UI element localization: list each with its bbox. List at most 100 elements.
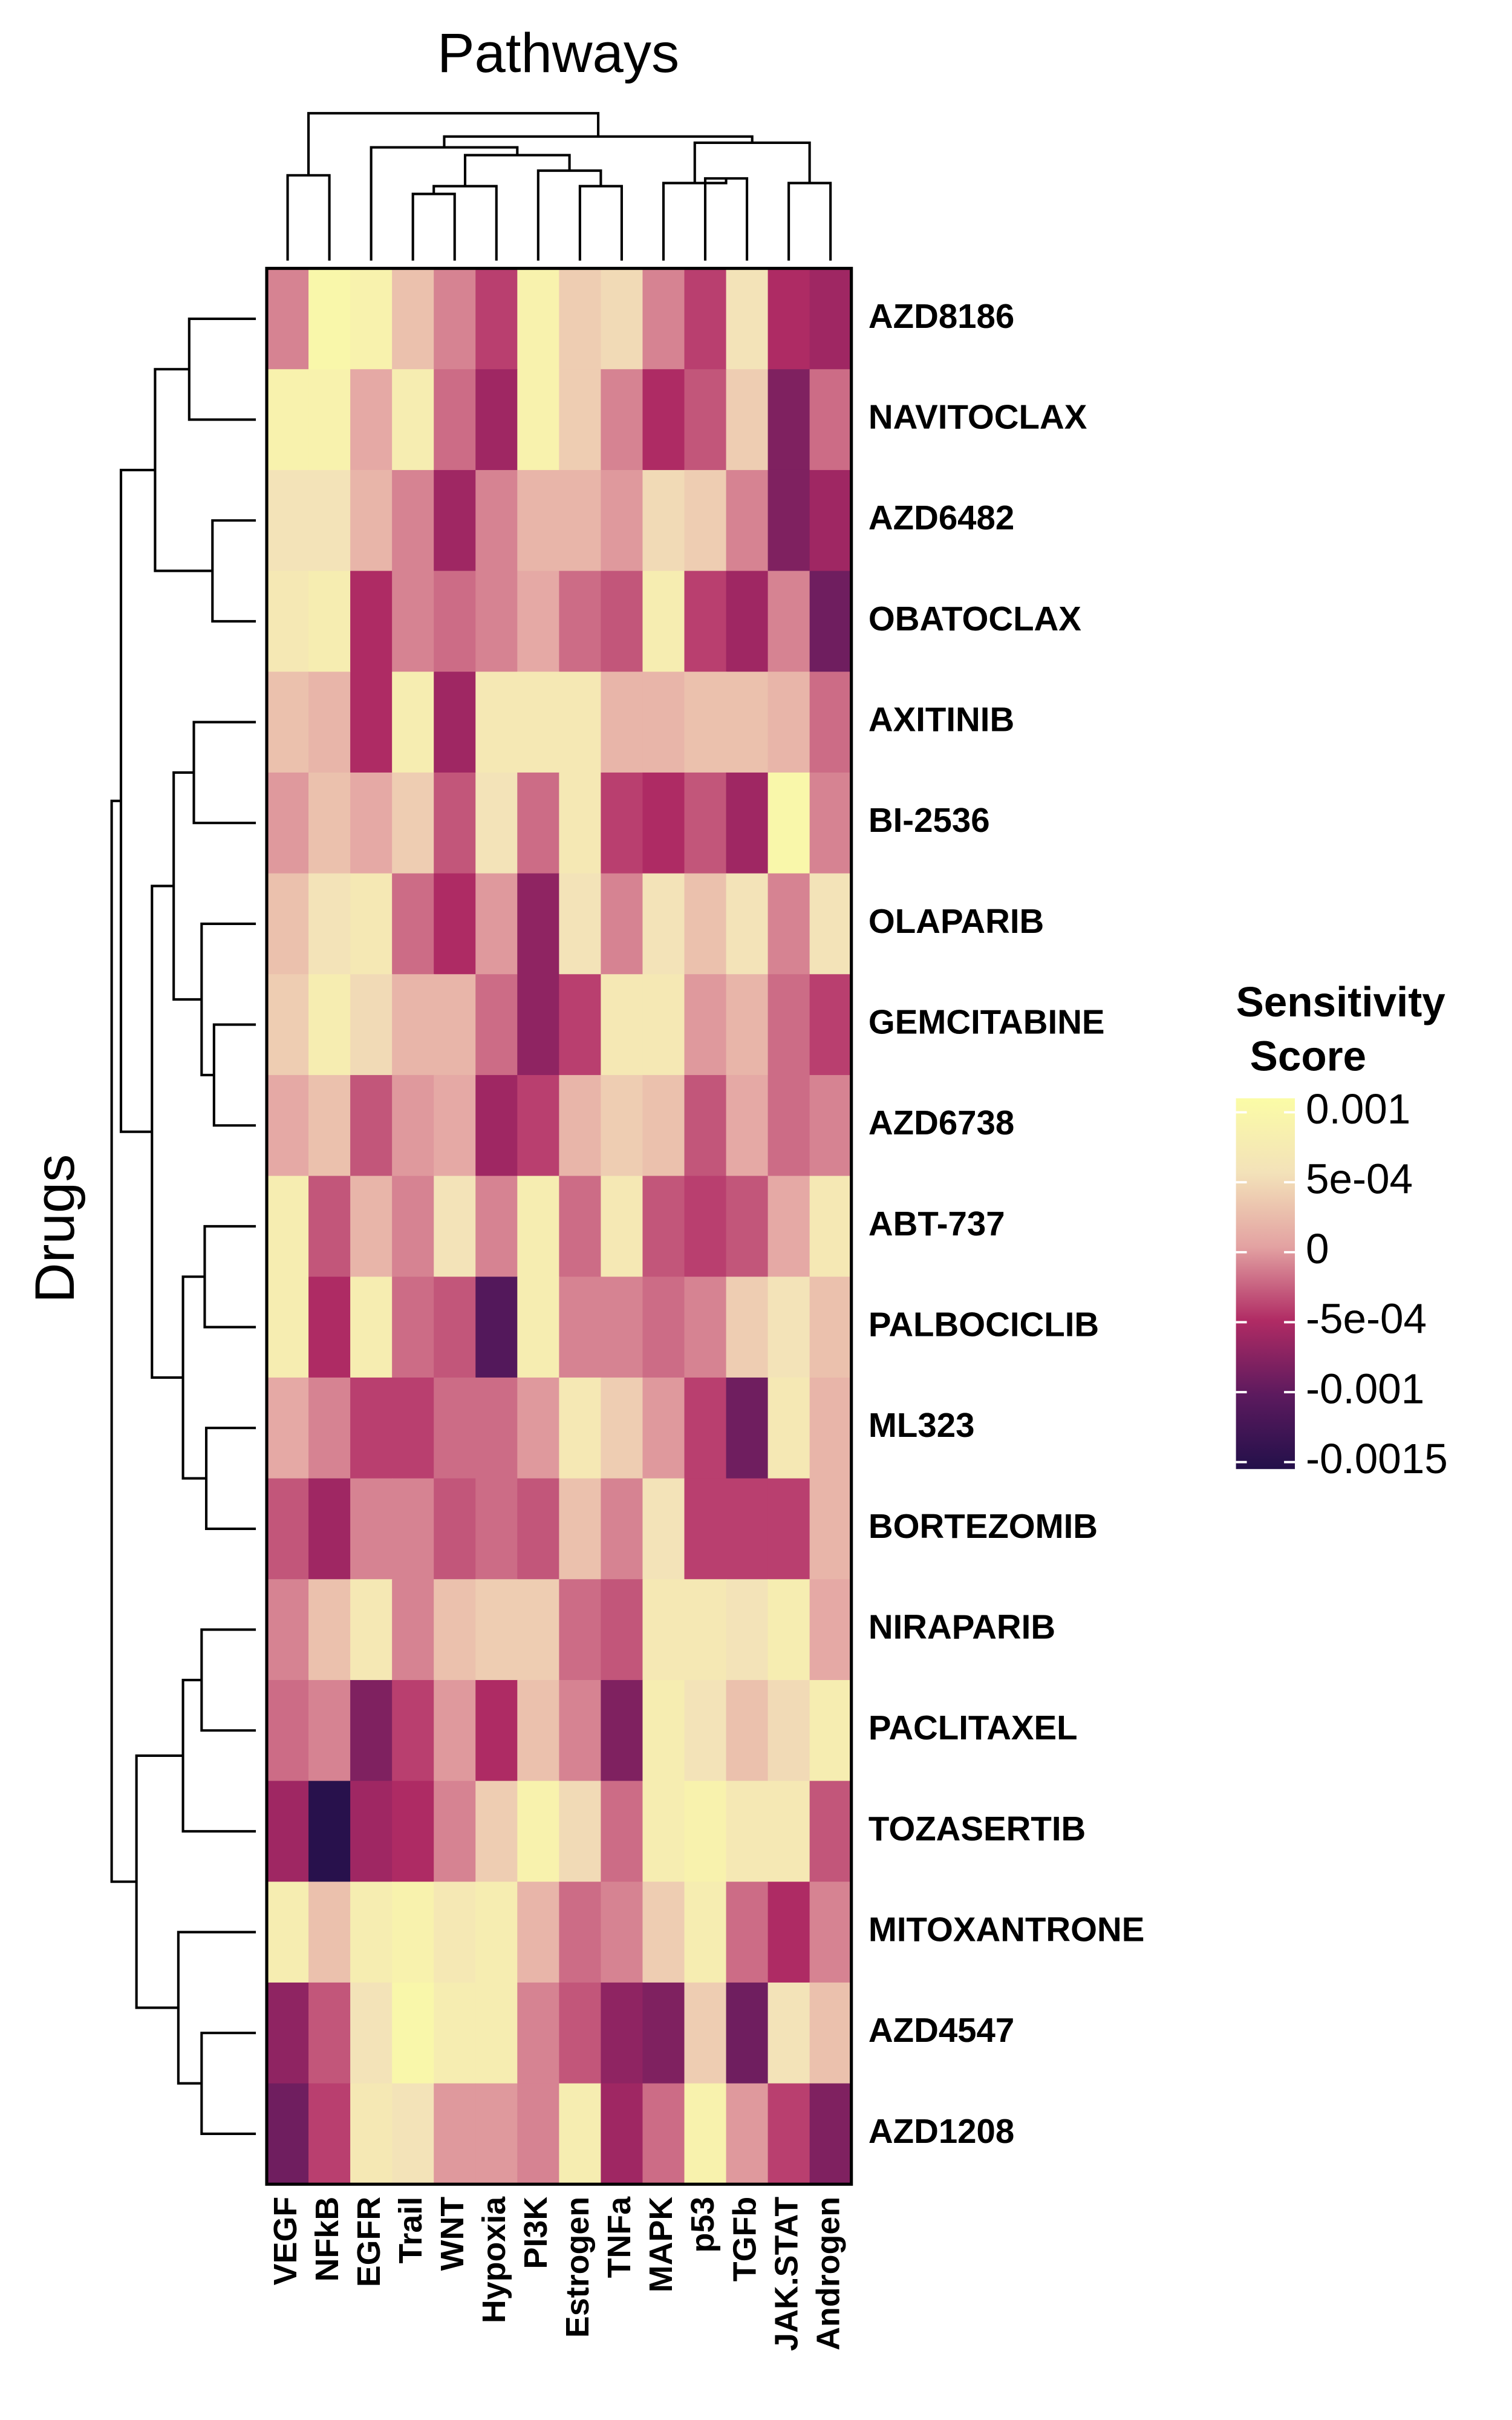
heatmap-cell [559, 974, 602, 1076]
heatmap-cell [267, 1781, 310, 1883]
heatmap-cell [684, 1882, 727, 1983]
heatmap-cell [308, 974, 351, 1076]
column-label: EGFR [351, 2197, 387, 2288]
y-axis-label: Drugs [23, 1154, 86, 1303]
heatmap-cell [517, 1074, 560, 1177]
heatmap-cell [684, 1176, 727, 1278]
heatmap-cell [517, 672, 560, 773]
heatmap-cell [517, 1982, 560, 2084]
heatmap-cell [601, 1277, 644, 1378]
row-label: AZD1208 [868, 2112, 1014, 2150]
heatmap-cell [559, 1982, 602, 2084]
row-dendrogram-link [187, 317, 256, 421]
colorbar-tick-label: -5e-04 [1306, 1295, 1427, 1342]
row-label: AZD4547 [868, 2011, 1014, 2049]
heatmap-cell [809, 672, 852, 773]
heatmap-cell [434, 2083, 477, 2185]
heatmap-cell [350, 1074, 393, 1177]
heatmap-cell [434, 1679, 477, 1782]
heatmap-cell [726, 1982, 769, 2084]
heatmap-cell [809, 2083, 852, 2185]
heatmap-cell [726, 2083, 769, 2185]
heatmap-cell [350, 873, 393, 975]
heatmap-cell [809, 772, 852, 874]
heatmap-cell [434, 1982, 477, 2084]
heatmap-cell [308, 268, 351, 370]
heatmap-cell [475, 1982, 518, 2084]
row-dendrogram-link [110, 799, 137, 1883]
heatmap-cell [392, 571, 435, 673]
heatmap-cell [475, 772, 518, 874]
heatmap-cell [267, 672, 310, 773]
row-dendrogram-link [181, 1275, 207, 1480]
heatmap-cell [726, 1074, 769, 1177]
legend-title: Sensitivity [1236, 978, 1446, 1025]
heatmap-cell [767, 1982, 810, 2084]
column-label: VEGF [267, 2197, 304, 2286]
heatmap-cell [308, 1679, 351, 1782]
heatmap-cell [642, 1579, 685, 1681]
heatmap-cell [392, 268, 435, 370]
heatmap-cell [726, 369, 769, 471]
row-dendrogram-link [192, 721, 256, 825]
heatmap-cell [809, 268, 852, 370]
heatmap-cell [642, 1074, 685, 1177]
heatmap-cell [350, 1781, 393, 1883]
heatmap-cell [434, 1882, 477, 1983]
heatmap-cell [267, 1679, 310, 1782]
column-dendrogram-link [693, 141, 811, 183]
heatmap-cell [601, 1579, 644, 1681]
heatmap-cell [767, 1074, 810, 1177]
heatmap-cell [601, 469, 644, 572]
heatmap-cell [726, 772, 769, 874]
row-label: PACLITAXEL [868, 1709, 1078, 1747]
heatmap-cell [434, 1478, 477, 1580]
heatmap-cell [767, 974, 810, 1076]
heatmap-cell [392, 1579, 435, 1681]
row-label: BORTEZOMIB [868, 1507, 1098, 1545]
row-dendrogram-link [200, 922, 256, 1076]
heatmap-cell [767, 1882, 810, 1983]
heatmap-cell [517, 1277, 560, 1378]
heatmap-cell [350, 1679, 393, 1782]
heatmap-cell [392, 1679, 435, 1782]
row-label: NIRAPARIB [868, 1607, 1055, 1646]
row-label: ABT-737 [868, 1205, 1005, 1243]
heatmap-cell [475, 1679, 518, 1782]
heatmap-cell [726, 268, 769, 370]
heatmap-cell [350, 469, 393, 572]
heatmap-cell [642, 974, 685, 1076]
heatmap-cell [434, 369, 477, 471]
heatmap-cell [767, 571, 810, 673]
heatmap-cell [308, 1176, 351, 1278]
heatmap-cell [434, 672, 477, 773]
heatmap-cell [809, 1679, 852, 1782]
heatmap-cell [684, 571, 727, 673]
heatmap-cell [517, 1478, 560, 1580]
heatmap-cell [684, 2083, 727, 2185]
heatmap-cell [392, 873, 435, 975]
heatmap-cell [642, 268, 685, 370]
heatmap-cell [517, 873, 560, 975]
heatmap-cell [517, 1781, 560, 1883]
heatmap-cell [267, 1176, 310, 1278]
heatmap-cell [308, 1074, 351, 1177]
heatmap-cell [267, 1579, 310, 1681]
heatmap-cell [642, 1176, 685, 1278]
heatmap-cell [434, 469, 477, 572]
heatmap-cell [267, 369, 310, 471]
heatmap-cell [809, 1377, 852, 1479]
heatmap-cell [475, 672, 518, 773]
row-dendrogram-link [119, 468, 155, 1133]
heatmap-cell [392, 369, 435, 471]
heatmap-cell [601, 571, 644, 673]
heatmap-cell [267, 772, 310, 874]
heatmap-cell [517, 1377, 560, 1479]
heatmap-cell [684, 1579, 727, 1681]
heatmap-cell [809, 571, 852, 673]
heatmap-cell [434, 1277, 477, 1378]
heatmap-cell [434, 571, 477, 673]
heatmap-cell [809, 873, 852, 975]
heatmap-cell [350, 672, 393, 773]
row-label: AZD8186 [868, 297, 1014, 335]
